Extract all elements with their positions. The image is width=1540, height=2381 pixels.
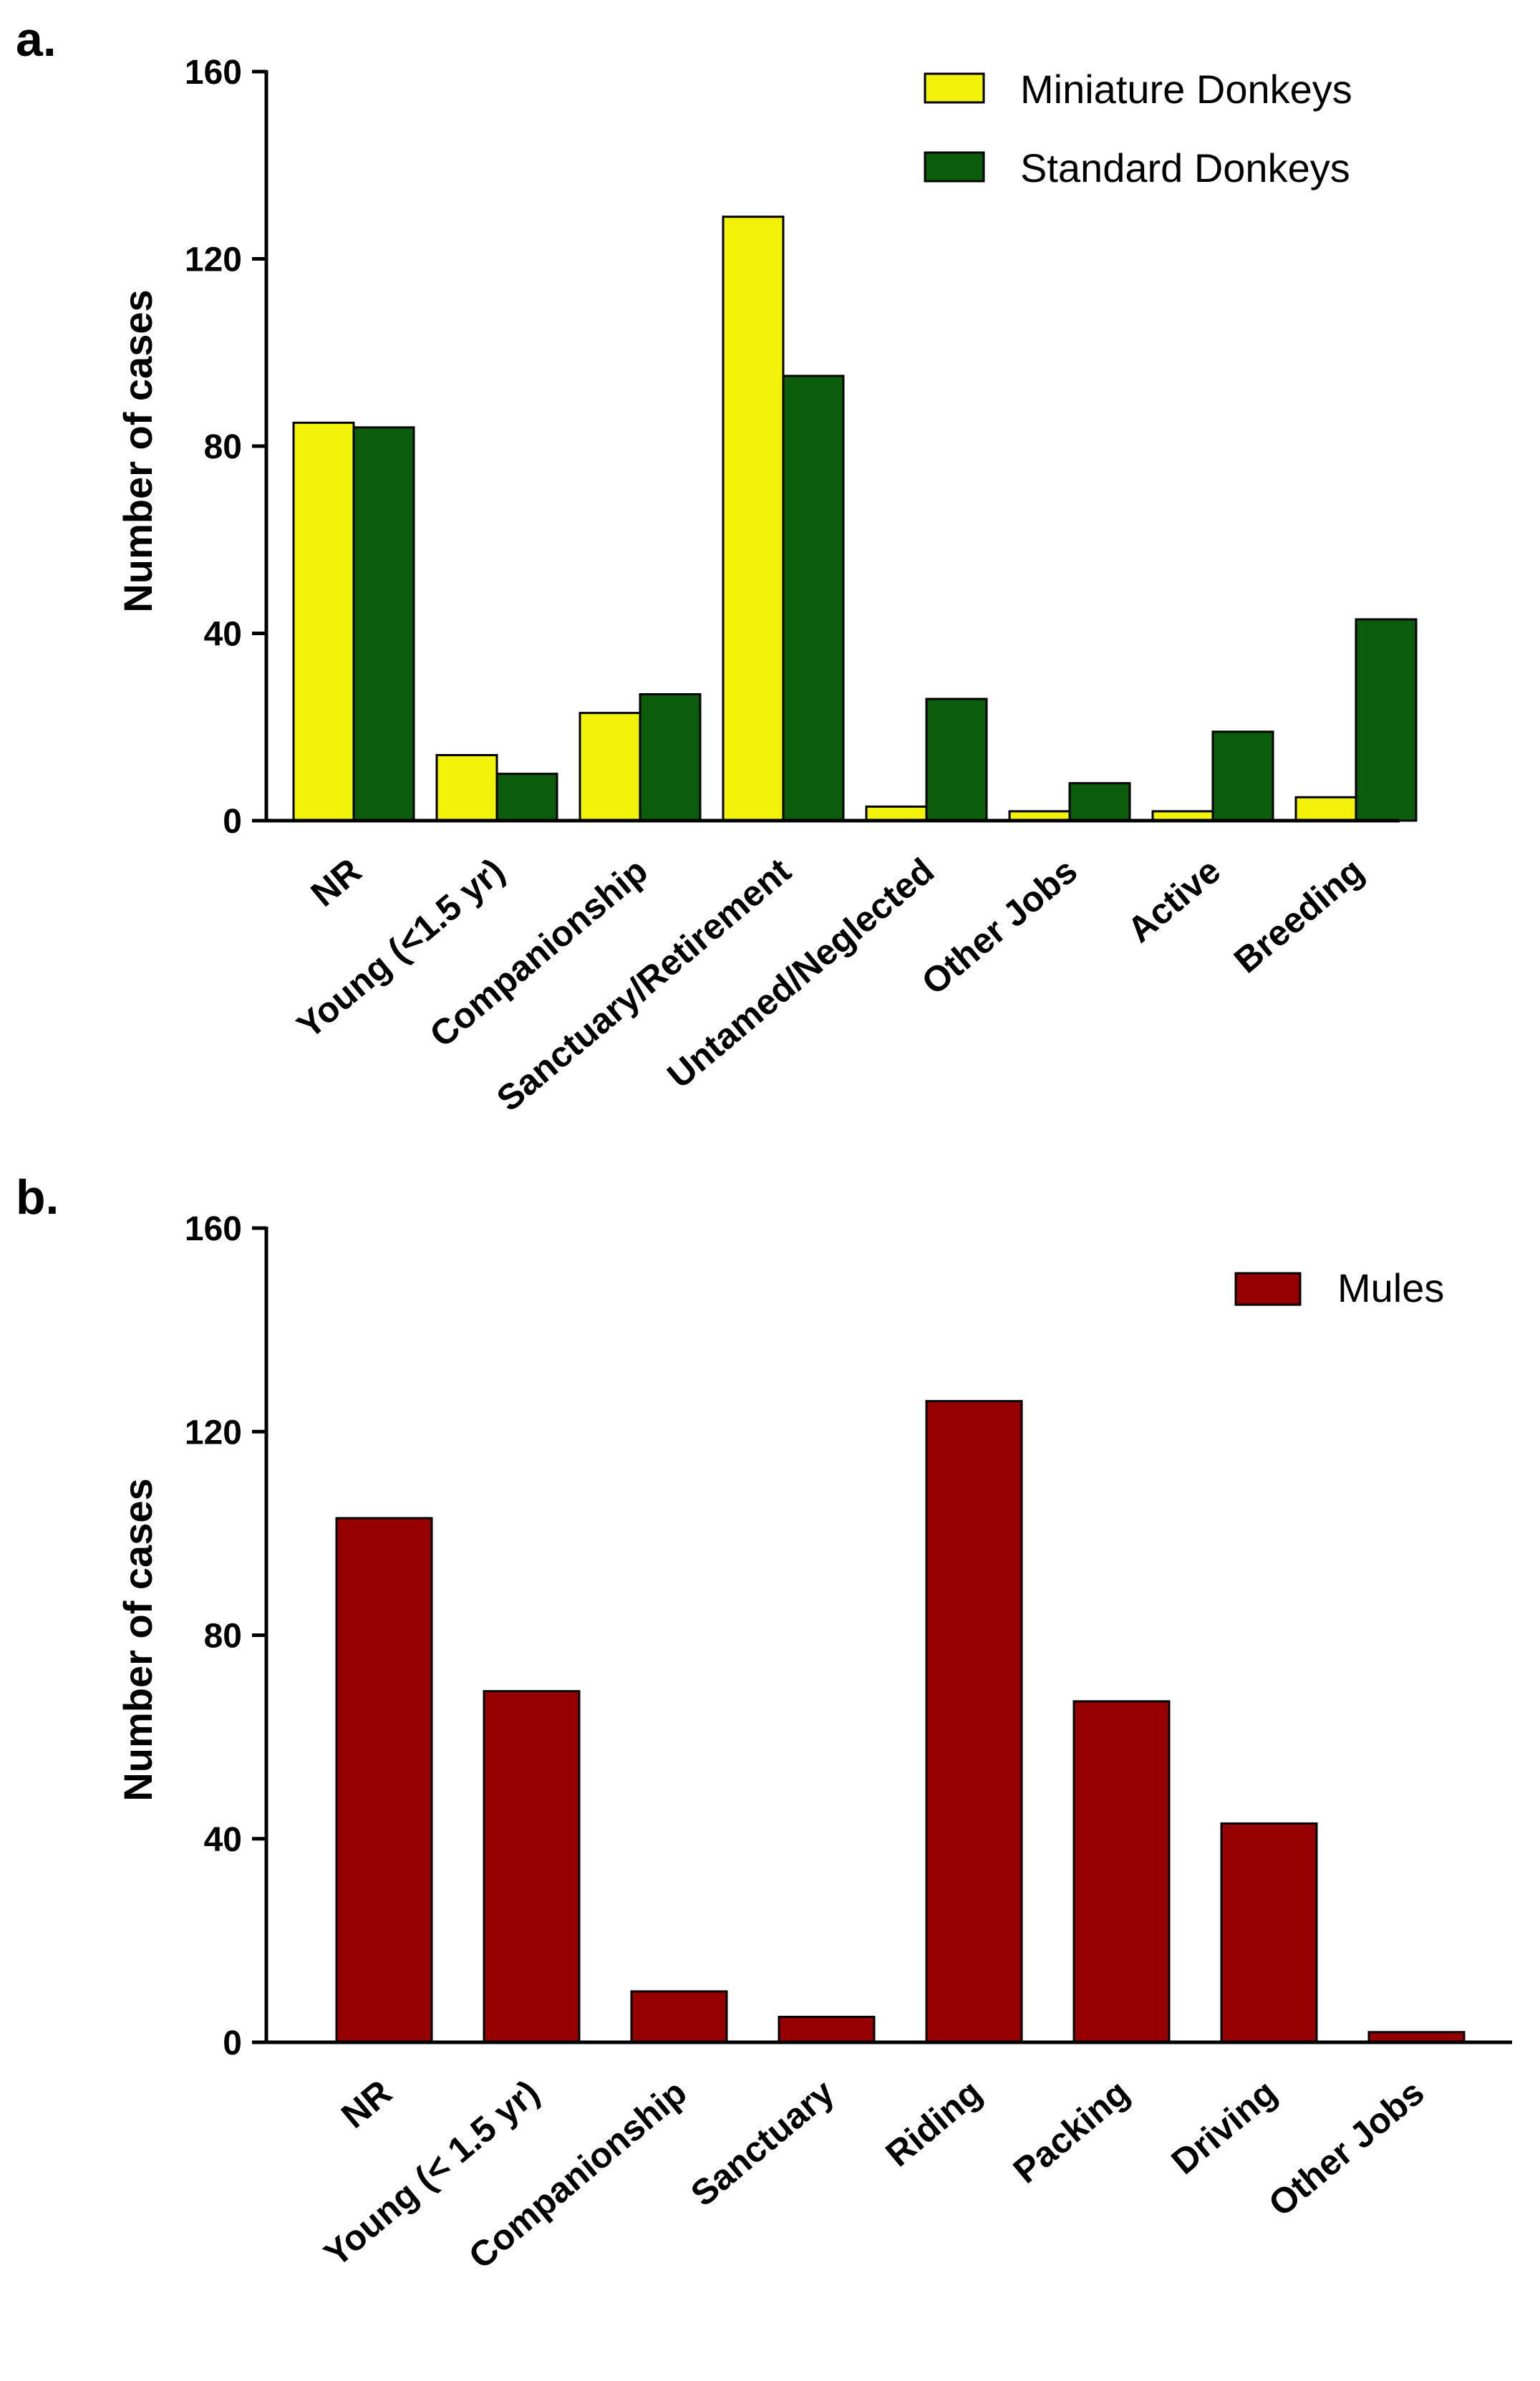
y-tick-label: 80 bbox=[204, 428, 242, 466]
legend-label-mules: Mules bbox=[1337, 1265, 1444, 1310]
bar-miniature-donkeys-young-1-5-yr bbox=[435, 753, 498, 822]
bar-standard-donkeys-companionship bbox=[639, 692, 702, 822]
bar-mules-companionship bbox=[630, 1990, 728, 2044]
panel-a-bars bbox=[292, 216, 1418, 822]
x-tick-label: Active bbox=[1120, 851, 1228, 950]
bar-standard-donkeys-young-1-5-yr bbox=[495, 773, 558, 822]
x-tick-label: Breeding bbox=[1226, 851, 1371, 981]
x-tick-label: Riding bbox=[878, 2072, 989, 2175]
panel-b-legend: Mules bbox=[1234, 1265, 1444, 1310]
bar-standard-donkeys-breeding bbox=[1355, 618, 1418, 822]
bar-mules-young-1-5-yr bbox=[483, 1690, 581, 2044]
panel-a-label: a. bbox=[16, 12, 57, 67]
bar-miniature-donkeys-companionship bbox=[578, 712, 641, 822]
bar-standard-donkeys-nr bbox=[352, 426, 415, 822]
y-tick-label: 40 bbox=[204, 616, 242, 654]
panel-b-axes bbox=[264, 1227, 1512, 2044]
bar-miniature-donkeys-nr bbox=[292, 421, 355, 822]
x-tick-label: Packing bbox=[1006, 2072, 1137, 2191]
bar-standard-donkeys-other-jobs bbox=[1068, 782, 1131, 822]
bar-mules-sanctuary bbox=[778, 2015, 876, 2044]
panel-a-axes bbox=[264, 70, 1400, 823]
x-tick-label: Other Jobs bbox=[914, 851, 1085, 1003]
bar-standard-donkeys-active bbox=[1211, 730, 1274, 822]
y-tick-label: 80 bbox=[204, 1618, 242, 1656]
legend-swatch-miniature-donkeys bbox=[924, 72, 985, 104]
panel-a-y-ticks: 0 40 80 120 160 bbox=[185, 54, 266, 841]
y-tick-label: 120 bbox=[185, 1414, 242, 1452]
y-tick-label: 160 bbox=[185, 54, 242, 92]
bar-mules-packing bbox=[1072, 1700, 1171, 2044]
bar-standard-donkeys-untamed-neglected bbox=[925, 697, 988, 822]
x-tick-label: Sanctuary bbox=[683, 2072, 841, 2213]
x-tick-label: Other Jobs bbox=[1261, 2072, 1431, 2225]
panel-a-y-axis-title: Number of cases bbox=[115, 289, 160, 612]
panel-b-y-axis-title: Number of cases bbox=[115, 1478, 160, 1801]
panel-b-bars bbox=[335, 1400, 1466, 2044]
bar-mules-riding bbox=[925, 1400, 1023, 2044]
panel-a-legend: Miniature Donkeys Standard Donkeys bbox=[924, 67, 1352, 190]
panel-b-y-ticks: 0 40 80 120 160 bbox=[185, 1210, 266, 2062]
legend-swatch-standard-donkeys bbox=[924, 151, 985, 183]
x-tick-label: Driving bbox=[1164, 2072, 1284, 2183]
legend-label-standard-donkeys: Standard Donkeys bbox=[1020, 145, 1350, 190]
y-tick-label: 160 bbox=[185, 1210, 242, 1248]
y-tick-label: 0 bbox=[223, 803, 242, 841]
panel-b-label: b. bbox=[16, 1170, 59, 1225]
y-tick-label: 40 bbox=[204, 1821, 242, 1859]
bar-mules-driving bbox=[1220, 1822, 1318, 2044]
x-tick-label: Untamed/Neglected bbox=[659, 851, 941, 1096]
x-tick-label: NR bbox=[304, 851, 369, 914]
legend-swatch-mules bbox=[1234, 1272, 1302, 1306]
bar-miniature-donkeys-breeding bbox=[1294, 796, 1357, 822]
y-tick-label: 120 bbox=[185, 241, 242, 279]
bar-standard-donkeys-sanctuary-retirement bbox=[782, 375, 845, 822]
bar-miniature-donkeys-untamed-neglected bbox=[865, 805, 928, 822]
x-tick-label: NR bbox=[334, 2072, 399, 2136]
legend-label-miniature-donkeys: Miniature Donkeys bbox=[1020, 67, 1352, 112]
bar-mules-nr bbox=[335, 1517, 433, 2044]
y-tick-label: 0 bbox=[223, 2024, 242, 2062]
bar-miniature-donkeys-sanctuary-retirement bbox=[722, 216, 785, 822]
